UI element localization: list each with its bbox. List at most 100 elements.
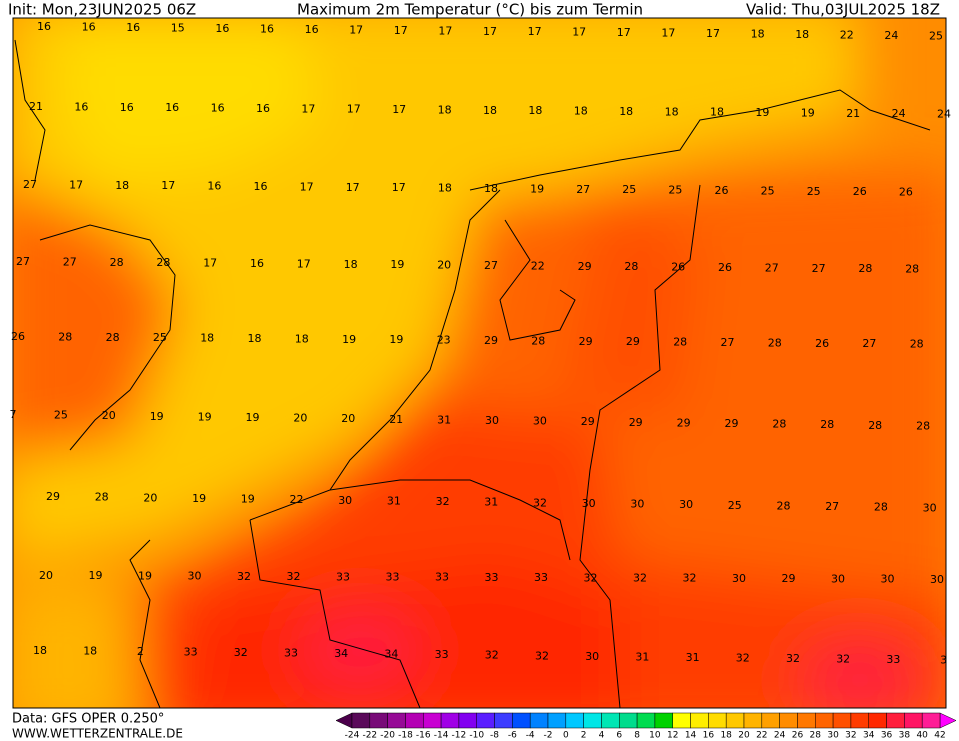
- temperature-label: 28: [531, 334, 545, 347]
- temperature-label: 26: [11, 330, 25, 343]
- colorbar-segment: [797, 712, 816, 729]
- colorbar-segment: [779, 712, 798, 729]
- colorbar-segment: [583, 712, 602, 729]
- colorbar-segment: [904, 712, 923, 729]
- temperature-label: 17: [301, 102, 315, 115]
- temperature-label: 20: [143, 491, 157, 504]
- temperature-label: 18: [665, 105, 679, 118]
- site-url: WWW.WETTERZENTRALE.DE: [12, 727, 183, 741]
- temperature-label: 16: [207, 180, 221, 193]
- colorbar-tick-label: 42: [934, 731, 945, 741]
- temperature-label: 18: [484, 182, 498, 195]
- temperature-label: 18: [528, 104, 542, 117]
- colorbar-segment: [619, 712, 638, 729]
- temperature-label: 28: [905, 263, 919, 276]
- temperature-label: 29: [629, 416, 643, 429]
- colorbar-tick-label: 34: [863, 731, 875, 741]
- temperature-label: 31: [437, 413, 451, 426]
- temperature-label: 23: [437, 334, 451, 347]
- temperature-label: 32: [584, 571, 598, 584]
- temperature-label: 21: [29, 100, 43, 113]
- colorbar-tick-label: 8: [634, 731, 640, 741]
- temperature-label: 18: [344, 258, 358, 271]
- colorbar-tick-label: -6: [508, 731, 517, 741]
- temperature-label: 16: [211, 102, 225, 115]
- temperature-label: 34: [384, 648, 398, 661]
- temperature-label: 17: [203, 257, 217, 270]
- temperature-label: 28: [777, 499, 791, 512]
- colorbar-tick-label: 12: [667, 731, 678, 741]
- temperature-label: 33: [534, 571, 548, 584]
- temperature-label: 29: [484, 334, 498, 347]
- temperature-label: 29: [46, 490, 60, 503]
- temperature-label: 17: [483, 25, 497, 38]
- colorbar-segment: [565, 712, 584, 729]
- temperature-label: 18: [248, 332, 262, 345]
- colorbar-tick-label: 26: [792, 731, 804, 741]
- temperature-label: 20: [102, 409, 116, 422]
- temperature-label: 28: [156, 256, 170, 269]
- colorbar-high-arrow: [939, 712, 957, 729]
- temperature-label: 34: [334, 647, 348, 660]
- temperature-label: 16: [250, 257, 264, 270]
- temperature-label: 20: [293, 412, 307, 425]
- temperature-label: 30: [930, 573, 944, 586]
- temperature-label: 28: [106, 331, 120, 344]
- colorbar-low-arrow: [335, 712, 353, 729]
- temperature-label: 2: [137, 645, 144, 658]
- coastlines: [14, 39, 931, 708]
- colorbar-tick-label: 16: [703, 731, 715, 741]
- colorbar-segment: [743, 712, 763, 729]
- colorbar-segment: [690, 712, 709, 729]
- temperature-label: 32: [485, 649, 499, 662]
- temperature-label: 19: [192, 492, 206, 505]
- temperature-label: 29: [677, 416, 691, 429]
- temperature-label: 31: [635, 650, 649, 663]
- temperature-label: 29: [579, 335, 593, 348]
- temperature-label: 32: [436, 495, 450, 508]
- temperature-label: 19: [241, 493, 255, 506]
- temperature-label: 25: [807, 185, 821, 198]
- colorbar-segment: [547, 712, 567, 729]
- temperature-label: 27: [23, 178, 37, 191]
- temperature-label: 18: [710, 106, 724, 119]
- temperature-label: 25: [622, 183, 636, 196]
- temperature-label: 17: [347, 103, 361, 116]
- colorbar-tick-label: 32: [845, 731, 856, 741]
- temperature-label: 17: [69, 178, 83, 191]
- temperature-label: 29: [578, 260, 592, 273]
- temperature-label: 30: [923, 501, 937, 514]
- temperature-label: 33: [386, 570, 400, 583]
- temperature-label: 30: [732, 572, 746, 585]
- temperature-label: 16: [260, 22, 274, 35]
- temperature-label: 33: [435, 648, 449, 661]
- colorbar-tick-label: 18: [720, 731, 732, 741]
- colorbar-tick-label: 4: [599, 731, 605, 741]
- temperature-label: 18: [574, 105, 588, 118]
- colorbar-tick-label: -14: [434, 731, 449, 741]
- temperature-label: 17: [706, 27, 720, 40]
- temperature-label: 17: [349, 23, 363, 36]
- map-title: Maximum 2m Temperatur (°C) bis zum Termi…: [297, 1, 643, 19]
- temperature-label: 18: [751, 28, 765, 41]
- temperature-label: 19: [389, 333, 403, 346]
- colorbar-segment: [636, 712, 656, 729]
- colorbar-segment: [529, 712, 549, 729]
- temperature-label: 28: [910, 338, 924, 351]
- temperature-label: 21: [389, 413, 403, 426]
- temperature-label: 33: [435, 571, 449, 584]
- colorbar-segment: [458, 712, 477, 729]
- temperature-label: 7: [10, 408, 17, 421]
- temperature-label: 30: [585, 650, 599, 663]
- colorbar-segment: [815, 712, 834, 729]
- colorbar-tick-label: 24: [774, 731, 786, 741]
- temperature-label: 16: [37, 20, 51, 33]
- temperature-label: 22: [290, 493, 304, 506]
- colorbar-segment: [476, 712, 495, 729]
- temperature-label: 31: [484, 496, 498, 509]
- colorbar-segment: [672, 712, 691, 729]
- colorbar-segment: [494, 712, 513, 729]
- temperature-label: 28: [916, 419, 930, 432]
- temperature-label: 18: [483, 104, 497, 117]
- colorbar-segment: [850, 712, 869, 729]
